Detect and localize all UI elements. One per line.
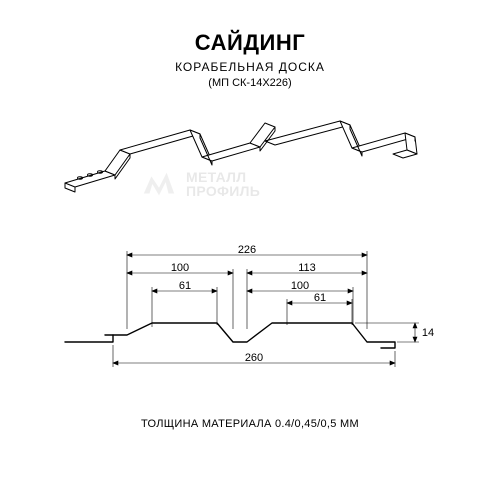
page-title: САЙДИНГ	[0, 30, 500, 56]
header-block: САЙДИНГ КОРАБЕЛЬНАЯ ДОСКА (МП СК-14Х226)	[0, 0, 500, 89]
dim-bottom: 260	[245, 352, 263, 364]
logo-icon	[140, 165, 178, 203]
subtitle: КОРАБЕЛЬНАЯ ДОСКА	[0, 60, 500, 74]
watermark: МЕТАЛЛ ПРОФИЛЬ	[140, 165, 370, 203]
dim-seg2-mid-a: 100	[291, 280, 309, 292]
model-code: (МП СК-14Х226)	[0, 77, 500, 89]
dim-height: 14	[422, 327, 434, 339]
dim-seg1-mid: 61	[179, 280, 191, 292]
dim-seg2-top: 113	[298, 262, 316, 274]
watermark-line2: ПРОФИЛЬ	[186, 184, 260, 198]
watermark-line1: МЕТАЛЛ	[186, 170, 260, 184]
thickness-note: ТОЛЩИНА МАТЕРИАЛА 0.4/0,45/0,5 ММ	[0, 418, 500, 430]
technical-drawing: 226 100 113 61 100 61 260 14	[55, 245, 450, 385]
dim-seg2-mid-b: 61	[314, 292, 326, 304]
dim-seg1-top: 100	[171, 262, 189, 274]
dim-overall: 226	[238, 245, 256, 256]
